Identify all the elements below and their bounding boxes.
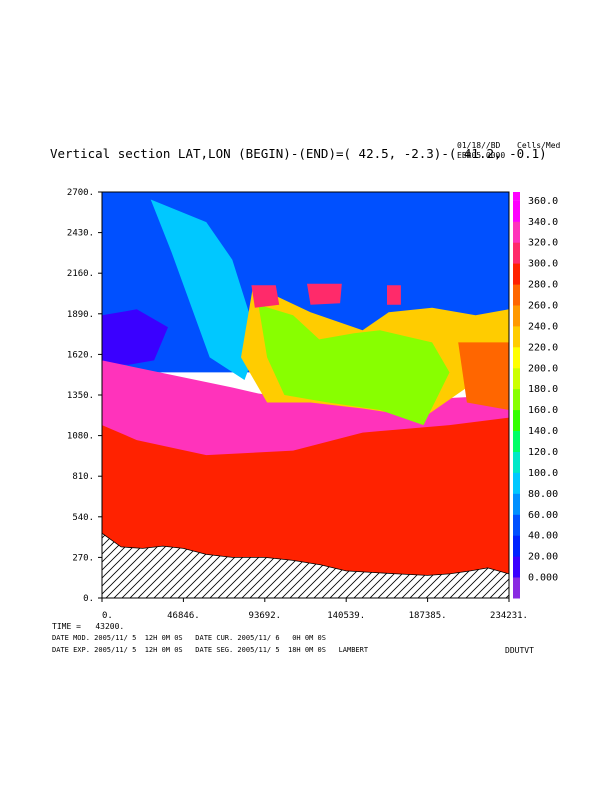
colorbar-label: 300.0 <box>528 259 558 270</box>
colorbar-swatch <box>513 325 520 348</box>
colorbar-label: 120.0 <box>528 447 558 458</box>
colorbar-swatch <box>513 263 520 285</box>
colorbar-label: 320.0 <box>528 238 558 249</box>
contour-region-2 <box>102 309 168 365</box>
colorbar-label: 200.0 <box>528 363 558 374</box>
y-tick-label: 810. <box>72 472 94 482</box>
units-label: Cells/Med <box>517 141 561 150</box>
axes: 0. 270. 540. 810. 1080. 1350. 1620. 1890. 2160. 2… <box>67 188 528 621</box>
x-tick-label: 0. <box>102 611 113 621</box>
colorbar-swatch <box>513 346 520 369</box>
x-tick-label: 93692. <box>249 611 282 621</box>
y-tick-label: 1350. <box>67 391 94 401</box>
contour-region-1 <box>150 199 259 380</box>
colorbar-swatch <box>513 451 520 473</box>
colorbar-label: 340.0 <box>528 217 558 228</box>
colorbar-label: 180.0 <box>528 384 558 395</box>
y-tick-label: 2160. <box>67 269 94 279</box>
colorbar-label: 20.00 <box>528 552 558 563</box>
colorbar-swatch <box>513 514 520 536</box>
colorbar-swatch <box>513 388 520 411</box>
colorbar-label: 100.0 <box>528 468 558 479</box>
colorbar-swatch <box>513 367 520 390</box>
y-tick-label: 1080. <box>67 432 94 442</box>
contour-region-10 <box>387 285 401 305</box>
y-tick-label: 1890. <box>67 310 94 320</box>
contour-fields <box>102 192 509 598</box>
colorbar-label: 280.0 <box>528 280 558 291</box>
y-tick-label: 270. <box>72 553 94 563</box>
x-tick-label: 46846. <box>167 611 200 621</box>
colorbar-swatch <box>513 409 520 431</box>
contour-region-8 <box>251 285 280 308</box>
colorbar-label: 260.0 <box>528 301 558 312</box>
colorbar-swatch <box>513 242 520 264</box>
date-line-2: DATE EXP. 2005/11/ 5 12H 0M 0S DATE SEG.… <box>52 646 369 654</box>
y-tick-label: 0. <box>83 594 94 604</box>
colorbar-swatch <box>513 472 520 494</box>
contour-region-7 <box>258 304 450 426</box>
y-tick-label: 2700. <box>67 188 94 198</box>
colorbar-label: 240.0 <box>528 321 558 332</box>
colorbar-swatch <box>513 430 520 452</box>
date-line-1: DATE MOD. 2005/11/ 5 12H 0M 0S DATE CUR.… <box>52 634 326 642</box>
colorbar-label: 80.00 <box>528 489 558 500</box>
contour-region-9 <box>307 283 342 305</box>
colorbar-swatch <box>513 535 520 557</box>
field-name: DDUTVT <box>505 646 534 655</box>
colorbar-label: 220.0 <box>528 342 558 353</box>
x-tick-label: 140539. <box>327 611 365 621</box>
date-code: 01/18//BD <box>457 141 501 150</box>
terrain-hatch <box>102 532 509 598</box>
contour-region-11 <box>458 342 509 410</box>
colorbar-cap <box>513 192 520 201</box>
y-tick-label: 540. <box>72 513 94 523</box>
colorbar-swatch <box>513 493 520 515</box>
x-tick-label: 234231. <box>490 611 528 621</box>
colorbar-label: 160.0 <box>528 405 558 416</box>
colorbar-swatch <box>513 556 520 578</box>
run-label: EBR05 0000 <box>457 151 506 160</box>
colorbar-label: 0.000 <box>528 573 558 584</box>
colorbar-swatch <box>513 200 520 222</box>
colorbar-swatch <box>513 577 520 599</box>
y-tick-label: 2430. <box>67 229 94 239</box>
colorbar-swatch <box>513 305 520 327</box>
colorbar-label: 360.0 <box>528 196 558 207</box>
colorbar-label: 40.00 <box>528 531 558 542</box>
plot-title: Vertical section LAT,LON (BEGIN)-(END)=(… <box>50 146 547 161</box>
x-tick-label: 187385. <box>409 611 447 621</box>
colorbar-swatch <box>513 221 520 243</box>
colorbar-label: 60.00 <box>528 510 558 521</box>
colorbar: 0.000 20.00 40.00 60.00 80.00 100.0 120.0 140.0… <box>513 192 558 599</box>
time-label: TIME = 43200. <box>52 622 125 631</box>
y-tick-label: 1620. <box>67 350 94 360</box>
contour-region-5 <box>102 417 509 598</box>
colorbar-swatch <box>513 284 520 306</box>
colorbar-label: 140.0 <box>528 426 558 437</box>
